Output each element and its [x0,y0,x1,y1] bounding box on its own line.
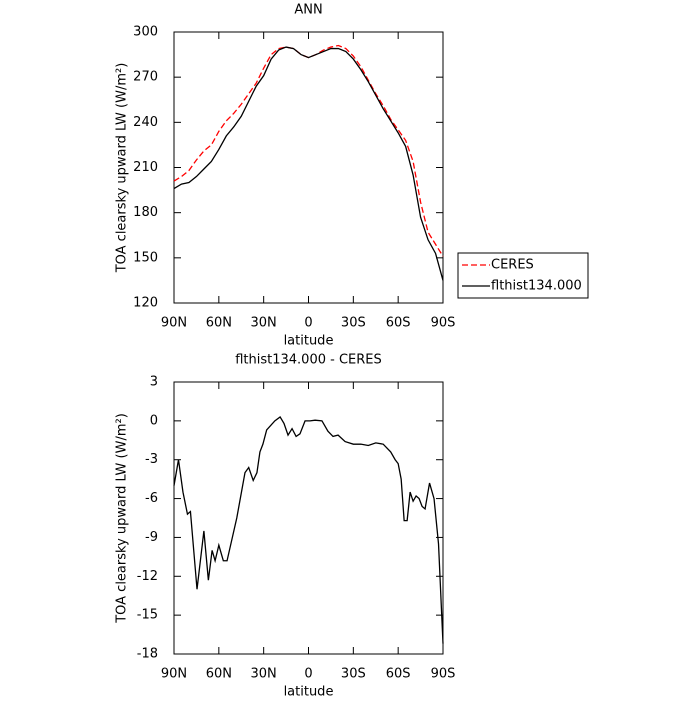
y-axis-label: TOA clearsky upward LW (W/m²) [115,413,130,624]
x-tick-label: 0 [304,316,312,331]
x-axis-label: latitude [284,685,334,700]
y-tick-label: 180 [133,205,158,220]
plot-frame [173,381,444,655]
chart-title: flthist134.000 - CERES [235,353,382,368]
y-tick-label: -3 [145,452,158,467]
y-tick-label: 150 [133,250,158,265]
x-tick-label: 60S [386,316,411,331]
chart-title: ANN [294,3,322,18]
y-axis-label: TOA clearsky upward LW (W/m²) [115,63,130,274]
y-tick-label: -18 [137,647,158,662]
y-tick-label: 300 [133,25,158,40]
legend-label: flthist134.000 [491,279,582,294]
y-tick-label: -9 [145,530,158,545]
x-tick-label: 30S [341,667,366,682]
x-tick-label: 60N [206,667,232,682]
y-tick-label: 0 [150,413,158,428]
y-tick-label: 240 [133,115,158,130]
x-axis-label: latitude [284,334,334,349]
y-tick-label: -12 [137,569,158,584]
x-tick-label: 30N [251,667,277,682]
data-line [173,46,444,281]
x-tick-label: 0 [304,667,312,682]
plot-frame [173,31,444,304]
y-tick-label: 120 [133,296,158,311]
x-tick-label: 90N [161,316,187,331]
x-tick-label: 30S [341,316,366,331]
y-tick-label: 270 [133,70,158,85]
x-tick-label: 30N [251,316,277,331]
y-tick-label: 210 [133,160,158,175]
legend-box [457,252,589,299]
y-tick-label: -15 [137,608,158,623]
x-tick-label: 90S [431,667,456,682]
x-tick-label: 90S [431,316,456,331]
data-line [173,44,444,257]
x-tick-label: 60S [386,667,411,682]
x-tick-label: 90N [161,667,187,682]
y-tick-label: 3 [150,375,158,390]
legend-label: CERES [491,258,534,273]
data-line [173,416,444,644]
x-tick-label: 60N [206,316,232,331]
y-tick-label: -6 [145,491,158,506]
